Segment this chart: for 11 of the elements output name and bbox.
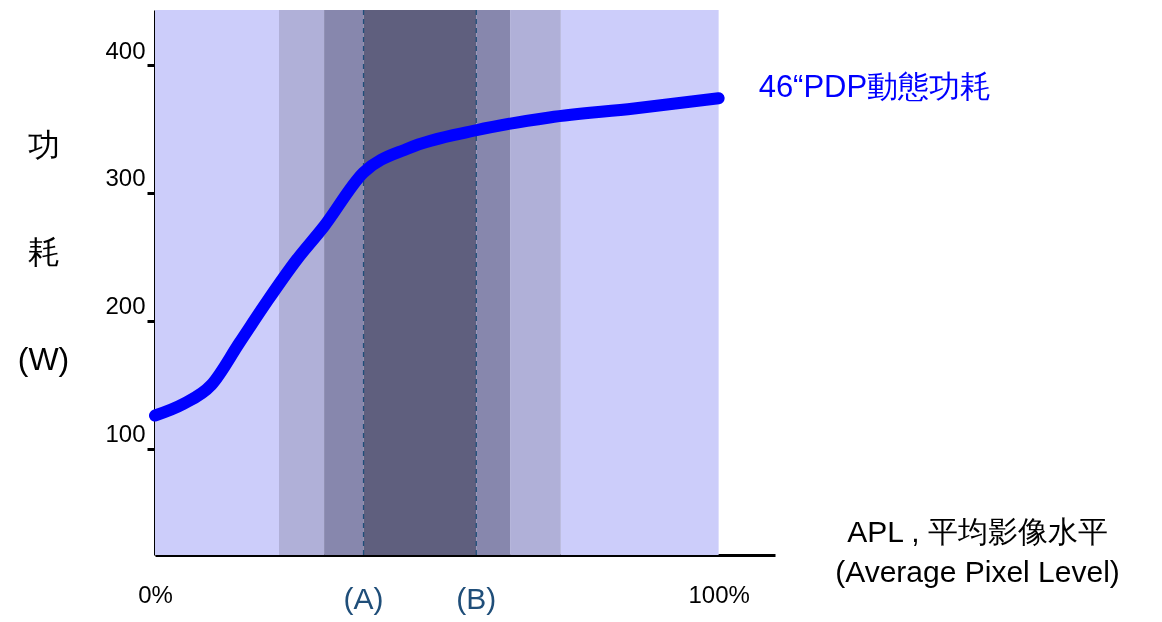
y-tick-label: 300 [105,164,146,192]
x-tick-label: 0% [138,580,173,608]
x-axis-title: APL , 平均影像水平 (Average Pixel Level) [835,514,1120,588]
ref-line-label: (A) [343,582,384,615]
ref-line-label: (B) [456,582,497,615]
y-tick-label: 200 [105,292,146,320]
text: 功耗(W) [17,126,70,377]
x-tick-label: 100% [688,580,750,608]
y-tick-label: 400 [105,36,146,64]
series-label: 46“PDP動態功耗 [758,69,992,105]
y-tick-label: 100 [105,420,146,448]
